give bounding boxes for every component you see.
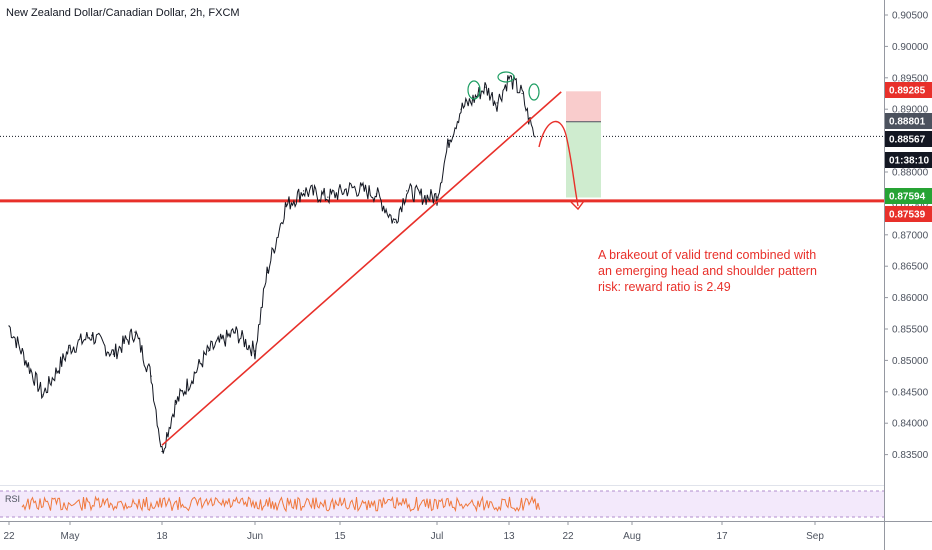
price-point bbox=[521, 92, 523, 95]
price-point bbox=[174, 403, 176, 405]
price-point bbox=[406, 190, 408, 192]
price-tag-badge bbox=[885, 188, 932, 204]
head-marker bbox=[497, 71, 515, 83]
price-point bbox=[327, 196, 329, 198]
price-point bbox=[534, 136, 536, 138]
price-point bbox=[69, 347, 71, 349]
price-point bbox=[484, 86, 486, 88]
annotation-note-line: risk: reward ratio is 2.49 bbox=[598, 280, 731, 294]
y-axis: 0.905000.900000.895000.890000.885000.880… bbox=[884, 0, 932, 550]
price-point bbox=[496, 102, 498, 104]
y-tick-label: 0.86500 bbox=[892, 262, 929, 273]
price-point bbox=[112, 353, 114, 355]
stop-loss-zone[interactable] bbox=[566, 91, 601, 122]
price-point bbox=[150, 375, 152, 377]
y-tick-label: 0.88000 bbox=[892, 168, 929, 179]
x-axis: 22 May 18 Jun 15 Jul 13 22 Aug 17 Sep bbox=[0, 521, 932, 542]
price-tag-label: 0.88567 bbox=[889, 135, 926, 146]
x-tick-label: 22 bbox=[562, 531, 574, 542]
price-tag-label: 0.87594 bbox=[889, 192, 926, 203]
price-point bbox=[234, 331, 236, 333]
x-tick-label: 13 bbox=[503, 531, 515, 542]
price-point bbox=[393, 221, 396, 223]
price-point bbox=[284, 205, 286, 208]
price-pane: A brakeout of valid trend combined with a… bbox=[0, 71, 884, 454]
price-tag-badge bbox=[885, 152, 932, 168]
x-tick-label: 15 bbox=[334, 531, 346, 542]
x-tick-label: 17 bbox=[716, 531, 728, 542]
rsi-band bbox=[0, 491, 884, 517]
price-point bbox=[424, 196, 426, 198]
x-tick-label: May bbox=[61, 531, 80, 542]
price-tag-label: 0.89285 bbox=[889, 86, 926, 97]
price-point bbox=[528, 118, 530, 120]
y-tick-label: 0.89500 bbox=[892, 73, 929, 84]
y-tick-label: 0.90500 bbox=[892, 11, 929, 22]
x-tick-label: 18 bbox=[156, 531, 168, 542]
price-point bbox=[351, 187, 353, 189]
take-profit-zone[interactable] bbox=[566, 121, 601, 198]
rsi-label: RSI bbox=[5, 494, 20, 504]
x-tick-label: Sep bbox=[806, 531, 824, 542]
x-tick-label: 22 bbox=[3, 531, 15, 542]
y-tick-label: 0.85000 bbox=[892, 356, 929, 367]
price-tag-label: 01:38:10 bbox=[889, 156, 929, 167]
price-point bbox=[436, 196, 438, 198]
price-tag-badge bbox=[885, 206, 932, 222]
price-series-line bbox=[8, 75, 536, 454]
shoulder-marker bbox=[467, 80, 481, 100]
annotation-note-line: A brakeout of valid trend combined with bbox=[598, 248, 816, 262]
shoulder-marker bbox=[528, 83, 540, 101]
x-tick-label: Jun bbox=[247, 531, 263, 542]
y-tick-label: 0.85500 bbox=[892, 325, 929, 336]
y-tick-label: 0.87500 bbox=[892, 199, 929, 210]
x-tick-label: Aug bbox=[623, 531, 641, 542]
y-tick-label: 0.84500 bbox=[892, 387, 929, 398]
price-point bbox=[207, 350, 210, 352]
chart-title: New Zealand Dollar/Canadian Dollar, 2h, … bbox=[6, 7, 240, 19]
price-point bbox=[161, 450, 163, 453]
price-point bbox=[460, 108, 462, 110]
y-tick-label: 0.86000 bbox=[892, 293, 929, 304]
price-tag-badge bbox=[885, 113, 932, 129]
y-tick-label: 0.87000 bbox=[892, 230, 929, 241]
price-point bbox=[266, 271, 268, 274]
price-point bbox=[91, 334, 93, 336]
annotation-note-line: an emerging head and shoulder pattern bbox=[598, 264, 817, 278]
y-tick-label: 0.90000 bbox=[892, 42, 929, 53]
price-point bbox=[302, 190, 305, 192]
projection-arrow bbox=[538, 120, 579, 207]
price-tag-badge bbox=[885, 131, 932, 147]
projection-arrow-head bbox=[570, 200, 585, 211]
price-point bbox=[42, 394, 44, 396]
y-tick-label: 0.89000 bbox=[892, 105, 929, 116]
rsi-line bbox=[21, 495, 540, 513]
y-tick-label: 0.84000 bbox=[892, 419, 929, 430]
price-point bbox=[375, 193, 377, 195]
x-tick-label: Jul bbox=[431, 531, 444, 542]
price-point bbox=[8, 325, 10, 327]
price-point bbox=[508, 77, 510, 79]
y-tick-label: 0.83500 bbox=[892, 450, 929, 461]
trendline[interactable] bbox=[161, 91, 562, 446]
price-tag-badge bbox=[885, 82, 932, 98]
price-point bbox=[254, 350, 256, 352]
price-point bbox=[134, 331, 136, 333]
price-tag-label: 0.87539 bbox=[889, 210, 926, 221]
price-tag-label: 0.88801 bbox=[889, 117, 926, 128]
rsi-pane: RSI bbox=[0, 485, 884, 518]
price-point bbox=[448, 140, 450, 142]
